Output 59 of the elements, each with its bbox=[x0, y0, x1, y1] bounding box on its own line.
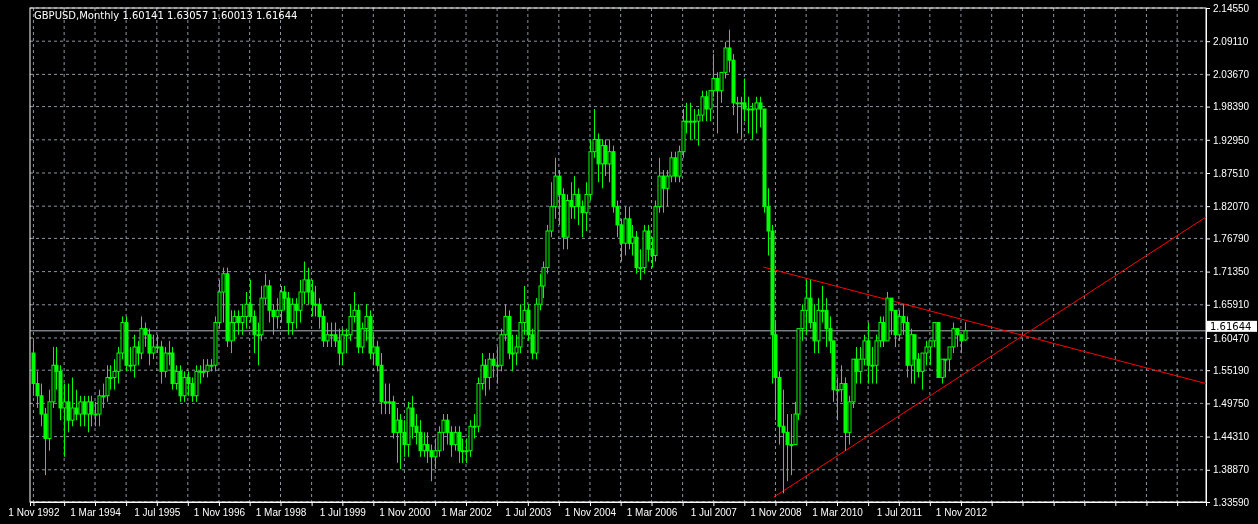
candlestick bbox=[955, 328, 960, 348]
y-tick-label: 2.09110 bbox=[1213, 35, 1249, 47]
candlestick bbox=[132, 334, 137, 378]
candlestick bbox=[739, 96, 744, 140]
x-tick-label: 1 Nov 1992 bbox=[8, 507, 60, 519]
y-tick-label: 1.33590 bbox=[1213, 496, 1250, 508]
candlestick bbox=[151, 334, 156, 360]
y-tick-label: 2.14550 bbox=[1213, 2, 1250, 14]
candlestick bbox=[236, 309, 241, 336]
candlestick bbox=[453, 425, 458, 452]
x-tick-label: 1 Nov 1996 bbox=[193, 507, 246, 519]
candlestick bbox=[290, 297, 295, 336]
y-tick-label: 1.71350 bbox=[1213, 266, 1250, 278]
y-tick-label: 1.82070 bbox=[1213, 200, 1250, 212]
candlestick bbox=[82, 395, 87, 427]
y-tick-label: 1.65910 bbox=[1213, 299, 1250, 311]
y-tick-label: 2.03670 bbox=[1213, 69, 1250, 81]
x-tick-label: 1 Mar 2006 bbox=[626, 507, 678, 519]
y-tick-label: 1.44310 bbox=[1213, 431, 1250, 443]
y-tick-label: 1.92950 bbox=[1213, 134, 1250, 146]
x-tick-label: 1 Mar 2010 bbox=[812, 507, 864, 519]
x-tick-label: 1 Jul 1999 bbox=[319, 507, 367, 519]
x-tick-label: 1 Mar 1994 bbox=[70, 507, 122, 519]
candlestick bbox=[661, 169, 666, 214]
candlestick bbox=[688, 102, 693, 140]
x-tick-label: 1 Mar 2002 bbox=[441, 507, 493, 519]
candlestick bbox=[89, 395, 94, 427]
y-tick-label: 1.76790 bbox=[1213, 233, 1250, 245]
y-tick-label: 1.38870 bbox=[1213, 464, 1250, 476]
x-tick-label: 1 Nov 2004 bbox=[564, 507, 617, 519]
candlestick bbox=[182, 370, 187, 403]
candlestick bbox=[572, 175, 577, 220]
candlestick bbox=[74, 389, 79, 421]
ref-line-label: 1.61644 bbox=[1210, 320, 1252, 332]
chart-title: GBPUSD,Monthly 1.60141 1.63057 1.60013 1.61644 bbox=[34, 10, 298, 21]
candlestick bbox=[457, 425, 462, 464]
candlestick bbox=[201, 358, 206, 378]
x-tick-label: 1 Jul 2003 bbox=[505, 507, 552, 519]
candlestick bbox=[70, 376, 75, 427]
candlestick bbox=[963, 321, 968, 342]
x-tick-label: 1 Mar 1998 bbox=[255, 507, 307, 519]
x-tick-label: 1 Nov 2012 bbox=[935, 507, 988, 519]
y-tick-label: 1.98390 bbox=[1213, 101, 1250, 113]
x-tick-label: 1 Jul 1995 bbox=[134, 507, 181, 519]
y-tick-label: 1.55190 bbox=[1213, 364, 1250, 376]
x-tick-label: 1 Nov 2000 bbox=[379, 507, 431, 519]
candlestick bbox=[715, 71, 720, 134]
y-tick-label: 1.87510 bbox=[1213, 167, 1250, 179]
x-tick-label: 1 Nov 2008 bbox=[750, 507, 802, 519]
candlestick bbox=[704, 90, 709, 122]
candlestick bbox=[673, 151, 678, 183]
candlestick bbox=[340, 328, 345, 366]
x-tick-label: 1 Jul 2011 bbox=[876, 507, 923, 519]
y-tick-label: 1.49750 bbox=[1213, 398, 1250, 410]
y-tick-label: 1.60470 bbox=[1213, 332, 1250, 344]
x-tick-label: 1 Jul 2007 bbox=[690, 507, 738, 519]
candlestick bbox=[329, 322, 334, 348]
candlestick bbox=[483, 358, 488, 397]
candlestick bbox=[398, 413, 403, 470]
